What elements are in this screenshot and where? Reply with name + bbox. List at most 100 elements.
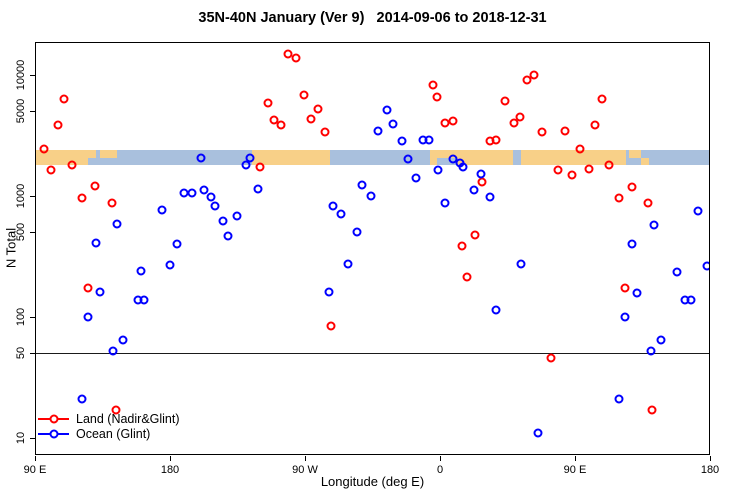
x-tick-mark — [574, 456, 576, 461]
data-point-land — [111, 405, 121, 415]
data-point-land — [643, 198, 653, 208]
legend: Land (Nadir&Glint) Ocean (Glint) — [38, 412, 180, 442]
x-tick-mark — [709, 456, 711, 461]
data-point-land — [522, 75, 532, 85]
data-point-ocean — [223, 231, 233, 241]
data-point-ocean — [366, 191, 376, 201]
data-point-land — [575, 144, 585, 154]
data-point-ocean — [646, 346, 656, 356]
band-land-patch — [99, 150, 118, 159]
data-point-land — [306, 114, 316, 124]
data-point-land — [515, 112, 525, 122]
data-point-ocean — [196, 153, 206, 163]
data-point-ocean — [357, 180, 367, 190]
y-tick-label: 50 — [15, 347, 27, 360]
data-point-ocean — [382, 105, 392, 115]
data-point-land — [107, 198, 117, 208]
data-point-ocean — [533, 428, 543, 438]
data-point-land — [614, 193, 623, 203]
data-point-ocean — [686, 295, 696, 305]
legend-label-land: Land (Nadir&Glint) — [76, 412, 180, 426]
data-point-land — [448, 116, 458, 126]
data-point-land — [537, 127, 547, 137]
data-point-ocean — [136, 266, 146, 276]
y-tick-label: 500 — [15, 223, 27, 242]
data-point-land — [428, 80, 437, 90]
x-tick-mark — [169, 456, 171, 461]
data-point-ocean — [649, 220, 659, 230]
x-tick-mark — [304, 456, 306, 461]
data-point-ocean — [210, 201, 220, 210]
data-point-ocean — [172, 239, 182, 249]
data-point-land — [255, 162, 265, 172]
y-tick-mark — [30, 437, 35, 439]
data-point-land — [457, 241, 467, 251]
y-tick-mark — [30, 316, 35, 318]
open-circle-icon — [49, 429, 58, 439]
band-land-patch — [629, 150, 641, 159]
band-ocean-patch — [513, 150, 521, 166]
data-point-ocean — [485, 192, 495, 202]
data-point-ocean — [91, 238, 101, 248]
data-point-ocean — [373, 126, 383, 136]
x-tick-label: 90 E — [23, 464, 47, 476]
y-tick-mark — [30, 74, 35, 76]
data-point-land — [432, 92, 442, 102]
data-point-land — [529, 70, 539, 80]
data-point-ocean — [433, 165, 443, 175]
data-point-ocean — [139, 295, 149, 305]
data-point-land — [647, 405, 657, 415]
data-point-land — [620, 283, 629, 293]
data-point-land — [59, 94, 69, 104]
y-tick-label: 10 — [15, 431, 27, 445]
data-point-ocean — [656, 335, 666, 345]
data-point-ocean — [83, 312, 93, 322]
chart-title: 35N-40N January (Ver 9) 2014-09-06 to 20… — [198, 10, 547, 26]
plot-frame — [35, 42, 710, 455]
data-point-land — [546, 353, 556, 363]
y-tick-label: 5000 — [15, 99, 27, 124]
data-point-land — [477, 177, 487, 187]
band-land-patch — [612, 150, 626, 166]
data-point-land — [597, 94, 607, 104]
data-point-ocean — [627, 239, 637, 249]
legend-marker-land — [38, 412, 69, 426]
data-point-land — [46, 165, 56, 175]
y-tick-label: 1000 — [15, 183, 27, 209]
data-point-ocean — [516, 259, 526, 269]
open-circle-icon — [49, 414, 58, 424]
y-tick-mark — [30, 352, 35, 354]
data-point-ocean — [411, 173, 421, 183]
data-point-land — [590, 120, 599, 130]
y-tick-mark — [30, 231, 35, 233]
data-point-land — [509, 118, 519, 128]
data-point-ocean — [187, 188, 197, 198]
y-tick-mark — [30, 195, 35, 197]
data-point-ocean — [469, 185, 479, 195]
x-tick-label: 0 — [436, 464, 444, 476]
data-point-land — [470, 230, 480, 240]
x-axis-label: Longitude (deg E) — [320, 474, 425, 489]
reference-line-50 — [35, 353, 710, 355]
data-point-ocean — [157, 205, 167, 215]
data-point-ocean — [693, 206, 703, 216]
x-tick-mark — [34, 456, 36, 461]
data-point-ocean — [95, 287, 105, 297]
band-land-segment — [429, 150, 613, 166]
legend-row-land: Land (Nadir&Glint) — [38, 412, 180, 426]
data-point-land — [604, 160, 614, 170]
legend-marker-ocean — [38, 427, 69, 441]
x-tick-label: 180 — [160, 464, 180, 476]
data-point-ocean — [328, 201, 338, 210]
data-point-ocean — [632, 288, 642, 298]
data-point-land — [90, 181, 100, 191]
data-point-ocean — [397, 136, 407, 146]
data-point-land — [313, 104, 323, 114]
data-point-ocean — [440, 198, 450, 208]
y-tick-mark — [30, 110, 35, 112]
data-point-ocean — [388, 119, 398, 129]
data-point-ocean — [241, 160, 251, 170]
data-point-ocean — [218, 216, 228, 226]
data-point-land — [462, 272, 472, 282]
